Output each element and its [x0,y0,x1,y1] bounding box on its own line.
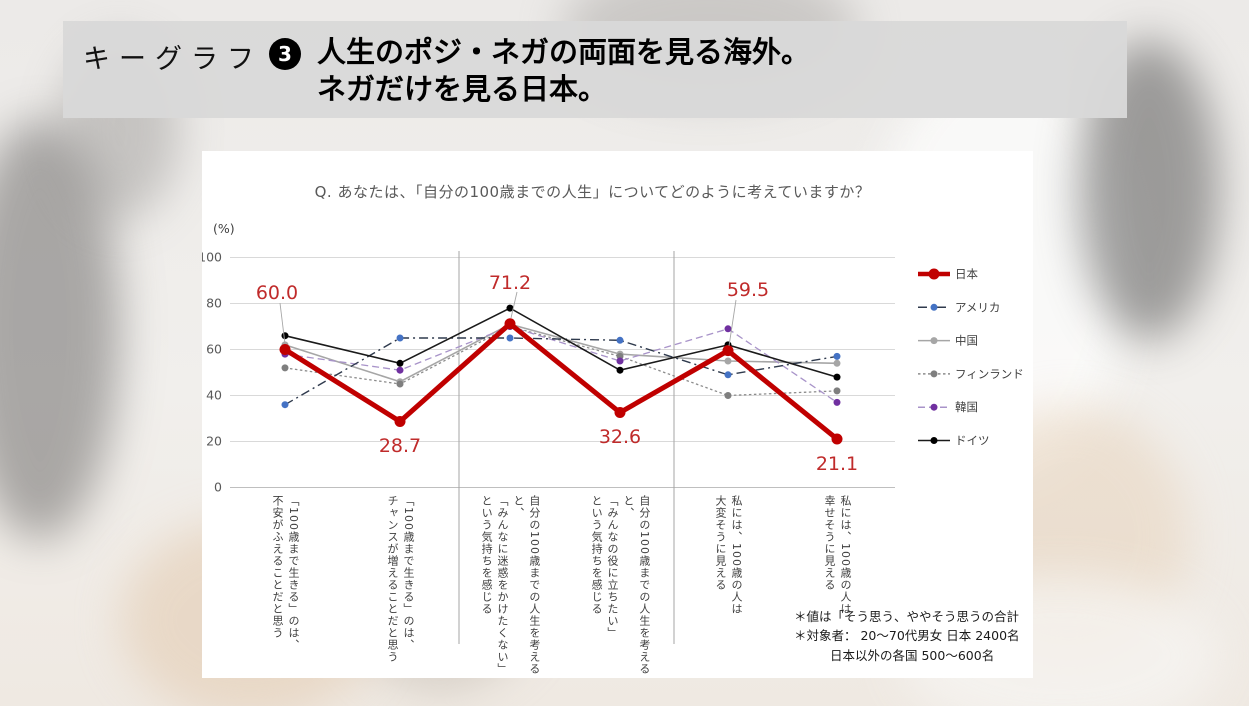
data-point-アメリカ [616,336,624,344]
legend-marker [930,437,938,444]
category-label: 私には、100歳の人は 幸せそうに見える [823,495,852,615]
y-tick-label: 40 [206,388,222,403]
data-point-アメリカ [281,401,289,409]
legend-label: 中国 [955,334,978,348]
series-line-フィンランド [284,325,838,397]
y-tick-label: 0 [214,480,222,495]
series-line-ドイツ [284,307,838,378]
category-label: 自分の100歳までの人生を考えると、 「みんなの役に立ちたい」 という気持ちを感… [590,495,651,675]
data-point-日本 [394,415,406,427]
legend-marker [930,303,938,311]
data-point-フィンランド [396,380,404,388]
data-point-フィンランド [281,364,289,372]
data-point-ドイツ [281,332,289,340]
data-label-japan: 71.2 [489,272,531,294]
data-point-アメリカ [396,334,404,342]
label-leader-line [279,302,286,345]
legend-label: アメリカ [955,300,1000,314]
category-label: 私には、100歳の人は 大変そうに見える [714,495,743,615]
category-label: 「100歳まで生きる」のは、 不安がふえることだと思う [271,495,300,651]
data-point-ドイツ [506,304,514,312]
data-point-フィンランド [724,392,732,399]
y-tick-label: 100 [202,250,222,265]
label-leader-line [728,299,737,347]
data-point-韓国 [396,366,404,374]
chart-card: Q. あなたは、「自分の100歳までの人生」についてどのように考えていますか？ … [202,151,1033,678]
data-point-フィンランド [833,387,841,395]
y-tick-label: 80 [206,296,222,311]
data-point-ドイツ [396,359,404,367]
data-point-日本 [831,433,843,445]
data-point-アメリカ [724,371,732,379]
header-label: キーグラフ [83,44,263,75]
data-point-日本 [279,344,291,355]
legend-label: 日本 [955,267,978,281]
data-point-日本 [504,318,516,330]
legend-label: フィンランド [955,367,1024,381]
data-label-japan: 59.5 [727,279,769,301]
data-point-韓国 [833,398,841,406]
legend-marker [930,370,938,378]
header-band: キーグラフ 3 人生のポジ・ネガの両面を見る海外。 ネガだけを見る日本。 [63,21,1127,118]
data-label-japan: 32.6 [599,426,641,448]
data-point-中国 [833,359,841,367]
line-chart: 0 20 40 60 80 100 (%) 60.0 28.7 71.2 32.6 59.5 21.1 日… [202,221,1024,644]
footnote-line: 日本以外の各国 500～600名 [830,647,995,663]
legend-marker [930,403,938,411]
data-label-japan: 60.0 [256,282,298,304]
data-point-日本 [722,345,734,357]
footnote-line: ＊対象者： 20～70代男女 日本 2400名 [794,628,1020,644]
data-point-ドイツ [833,373,841,381]
legend-marker [928,268,940,280]
data-label-japan: 21.1 [816,453,858,475]
series-line-日本 [283,320,839,441]
data-point-韓国 [616,357,624,365]
category-label: 自分の100歳までの人生を考えると、 「みんなに迷惑をかけたくない」 という気持… [480,495,541,675]
legend-label: ドイツ [955,434,990,448]
legend-label: 韓国 [955,400,978,414]
data-point-韓国 [724,325,732,333]
circled-number-icon: 3 [269,38,301,70]
data-point-アメリカ [833,352,841,360]
footnotes: ＊値は「そう思う、ややそう思うの合計 ＊対象者： 20～70代男女 日本 240… [794,607,1030,665]
label-leader-line [510,291,518,319]
footnote-line: ＊値は「そう思う、ややそう思うの合計 [794,609,1020,624]
y-tick-label: 20 [206,434,222,449]
chart-question: Q. あなたは、「自分の100歳までの人生」についてどのように考えていますか？ [314,183,871,201]
data-point-アメリカ [506,334,514,342]
category-label: 「100歳まで生きる」のは、 チャンスが増えることだと思う [386,495,415,663]
data-label-japan: 28.7 [379,435,421,457]
slide-title: 人生のポジ・ネガの両面を見る海外。 ネガだけを見る日本。 [317,35,811,106]
data-point-中国 [724,357,732,365]
data-point-日本 [614,407,626,419]
data-point-ドイツ [616,366,624,374]
legend-marker [930,337,938,345]
y-tick-label: 60 [206,342,222,357]
y-axis-unit-label: (%) [213,221,235,236]
series-line-韓国 [284,325,838,403]
